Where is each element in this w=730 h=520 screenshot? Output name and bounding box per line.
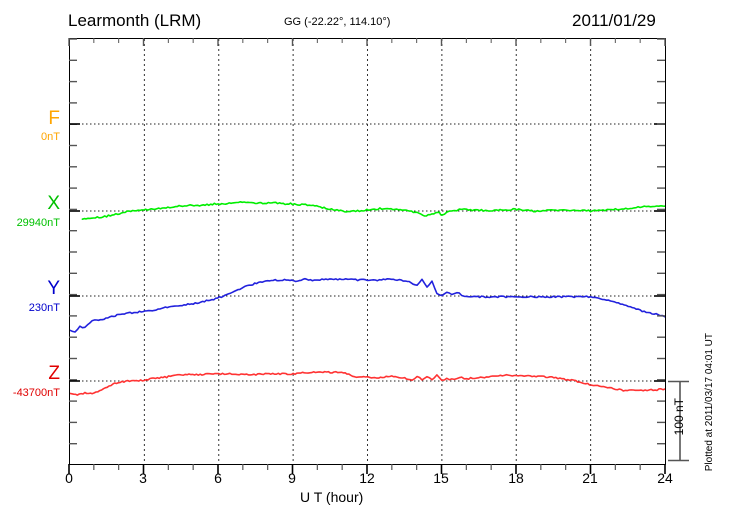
xtick-label-12: 12 (359, 470, 375, 486)
plot-area (70, 39, 665, 464)
plotted-at-timestamp: Plotted at 2011/03/17 04:01 UT (704, 333, 715, 472)
observation-date: 2011/01/29 (572, 11, 656, 30)
scale-bar-label: 100 nT (672, 398, 686, 436)
xtick-label-9: 9 (288, 470, 296, 486)
xtick-label-3: 3 (139, 470, 147, 486)
geographic-coordinates: GG (-22.22°, 114.10°) (284, 16, 391, 28)
xtick-label-24: 24 (657, 470, 673, 486)
axis-ticks (68, 38, 666, 474)
component-label-y: Y (47, 278, 60, 299)
component-baseline-y: 230nT (28, 302, 60, 314)
component-label-f: F (48, 108, 60, 129)
component-label-x: X (47, 193, 60, 214)
x-axis-title: U T (hour) (300, 489, 364, 505)
xtick-label-21: 21 (582, 470, 598, 486)
plot-frame (69, 38, 666, 465)
magnetogram-traces (70, 39, 665, 464)
xtick-label-15: 15 (433, 470, 449, 486)
component-label-z: Z (48, 363, 60, 384)
station-title: Learmonth (LRM) (68, 11, 202, 30)
xtick-label-0: 0 (65, 470, 73, 486)
component-baseline-f: 0nT (41, 131, 60, 143)
component-baseline-z: -43700nT (12, 387, 60, 399)
xtick-label-6: 6 (214, 470, 222, 486)
component-baseline-x: 29940nT (16, 217, 60, 229)
xtick-label-18: 18 (508, 470, 524, 486)
scale-bar (668, 380, 689, 462)
